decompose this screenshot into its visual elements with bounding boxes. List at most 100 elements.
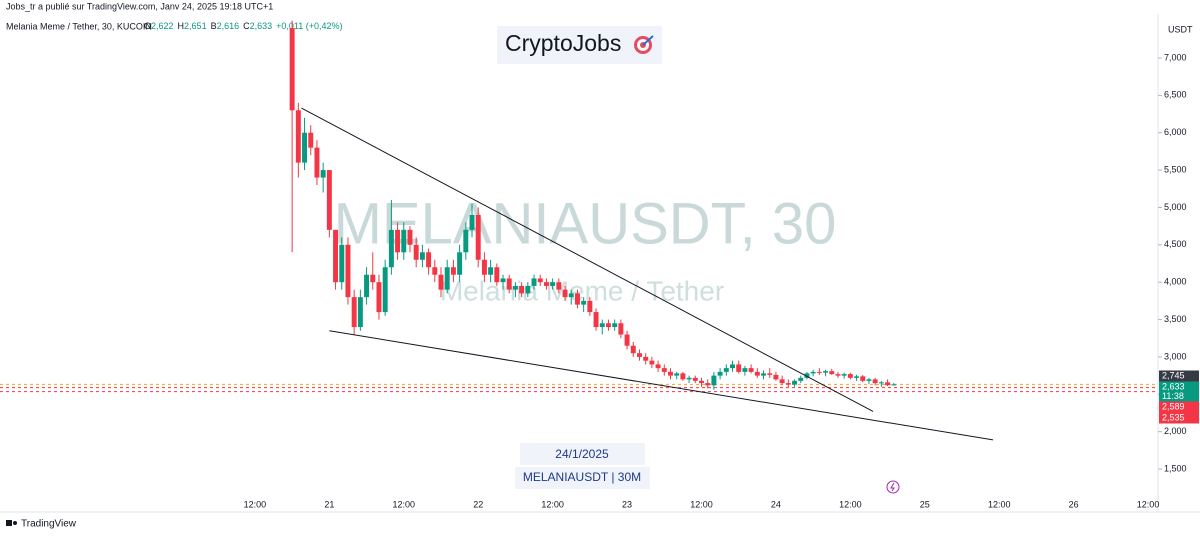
y-tick-label: 3,500 — [1164, 314, 1187, 324]
candle-body — [345, 244, 351, 298]
candle-body — [512, 285, 518, 290]
candle-body — [643, 356, 649, 361]
candle-body — [581, 300, 587, 305]
candle-body — [519, 285, 525, 294]
candle-body — [798, 377, 804, 381]
candle-body — [872, 379, 878, 384]
currency: USDT — [1168, 24, 1193, 34]
candle-body — [587, 300, 593, 313]
candle-body — [705, 383, 711, 386]
candle-body — [419, 252, 425, 260]
x-tick-label: 12:00 — [244, 499, 267, 509]
candle-body — [736, 364, 742, 372]
legend-value: 2,622 — [151, 21, 174, 31]
price-label-box — [1159, 370, 1199, 382]
candle-body — [612, 323, 618, 328]
candle-body — [395, 229, 401, 253]
candle-body — [326, 170, 332, 230]
candle-body — [432, 267, 438, 275]
trend-line — [329, 330, 994, 441]
legend-key: C — [243, 21, 250, 31]
countdown: 11:38 — [1162, 391, 1184, 401]
price-label: 2,745 — [1162, 370, 1185, 380]
legend-key: B — [211, 21, 217, 31]
annotation-box — [520, 443, 645, 465]
candle-body — [668, 371, 673, 376]
candle-body — [692, 377, 698, 381]
candle-body — [767, 373, 773, 375]
candle-body — [382, 267, 388, 313]
candle-body — [605, 323, 611, 328]
y-tick-label: 6,500 — [1164, 90, 1187, 100]
y-tick-label: 6,000 — [1164, 127, 1187, 137]
candle-body — [816, 371, 822, 373]
y-tick-label: 5,500 — [1164, 164, 1187, 174]
candle-body — [426, 252, 432, 268]
candle-body — [351, 297, 357, 328]
candle-body — [475, 214, 481, 260]
candle-body — [847, 374, 853, 378]
candle-body — [401, 229, 407, 253]
candle-body — [308, 132, 314, 148]
legend-value: 2,633 — [250, 21, 273, 31]
candle-body — [469, 214, 475, 230]
candle-body — [630, 345, 636, 354]
x-tick-label: 21 — [324, 499, 334, 509]
annotation-box — [515, 467, 650, 489]
candle-body — [661, 368, 667, 372]
candle-body — [792, 380, 798, 385]
y-tick-label: 7,000 — [1164, 52, 1187, 62]
candle-body — [829, 371, 835, 375]
candle-body — [481, 259, 487, 275]
candle-body — [364, 274, 370, 298]
price-label-box — [1159, 401, 1199, 413]
candle-body — [388, 229, 394, 268]
candle-body — [500, 278, 506, 283]
candle-body — [723, 368, 729, 372]
candle-body — [376, 282, 382, 313]
candle-body — [866, 379, 872, 381]
trend-line — [301, 107, 874, 412]
x-tick-label: 12:00 — [988, 499, 1011, 509]
price-label: 2,589 — [1162, 401, 1185, 411]
x-tick-label: 12:00 — [541, 499, 564, 509]
price-label: 2,535 — [1162, 412, 1185, 422]
candle-body — [320, 170, 326, 178]
candle-body — [779, 379, 785, 384]
candle-body — [537, 278, 543, 283]
price-label-box — [1159, 412, 1199, 424]
candle-body — [463, 229, 469, 253]
candle-body — [457, 252, 463, 275]
candle-body — [357, 297, 363, 328]
candle-body — [885, 382, 891, 386]
logo-icon — [634, 35, 654, 54]
y-tick-label: 2,000 — [1164, 426, 1187, 436]
candle-body — [804, 373, 810, 378]
candle-body — [543, 282, 549, 286]
candle-body — [841, 374, 847, 376]
legend-key: H — [178, 21, 185, 31]
candle-body — [717, 371, 723, 376]
candle-body — [686, 377, 692, 380]
candle-body — [506, 278, 512, 290]
x-tick-label: 12:00 — [393, 499, 416, 509]
tv-logo — [6, 520, 17, 526]
x-tick-label: 22 — [473, 499, 483, 509]
candle-body — [314, 147, 320, 178]
candle-body — [730, 364, 735, 369]
candle-body — [568, 293, 574, 298]
candle-body — [823, 371, 829, 373]
x-tick-label: 24 — [771, 499, 781, 509]
footer: TradingView — [21, 519, 77, 530]
candle-body — [494, 267, 500, 283]
candle-body — [556, 282, 562, 290]
legend-key: O — [144, 21, 151, 31]
candle-body — [754, 371, 760, 376]
candle-body — [295, 110, 301, 163]
candle-body — [636, 353, 642, 357]
header: Jobs_tr a publié sur TradingView.com, Ja… — [6, 1, 273, 11]
annotation: MELANIAUSDT | 30M — [523, 470, 641, 484]
candle-body — [525, 285, 531, 294]
